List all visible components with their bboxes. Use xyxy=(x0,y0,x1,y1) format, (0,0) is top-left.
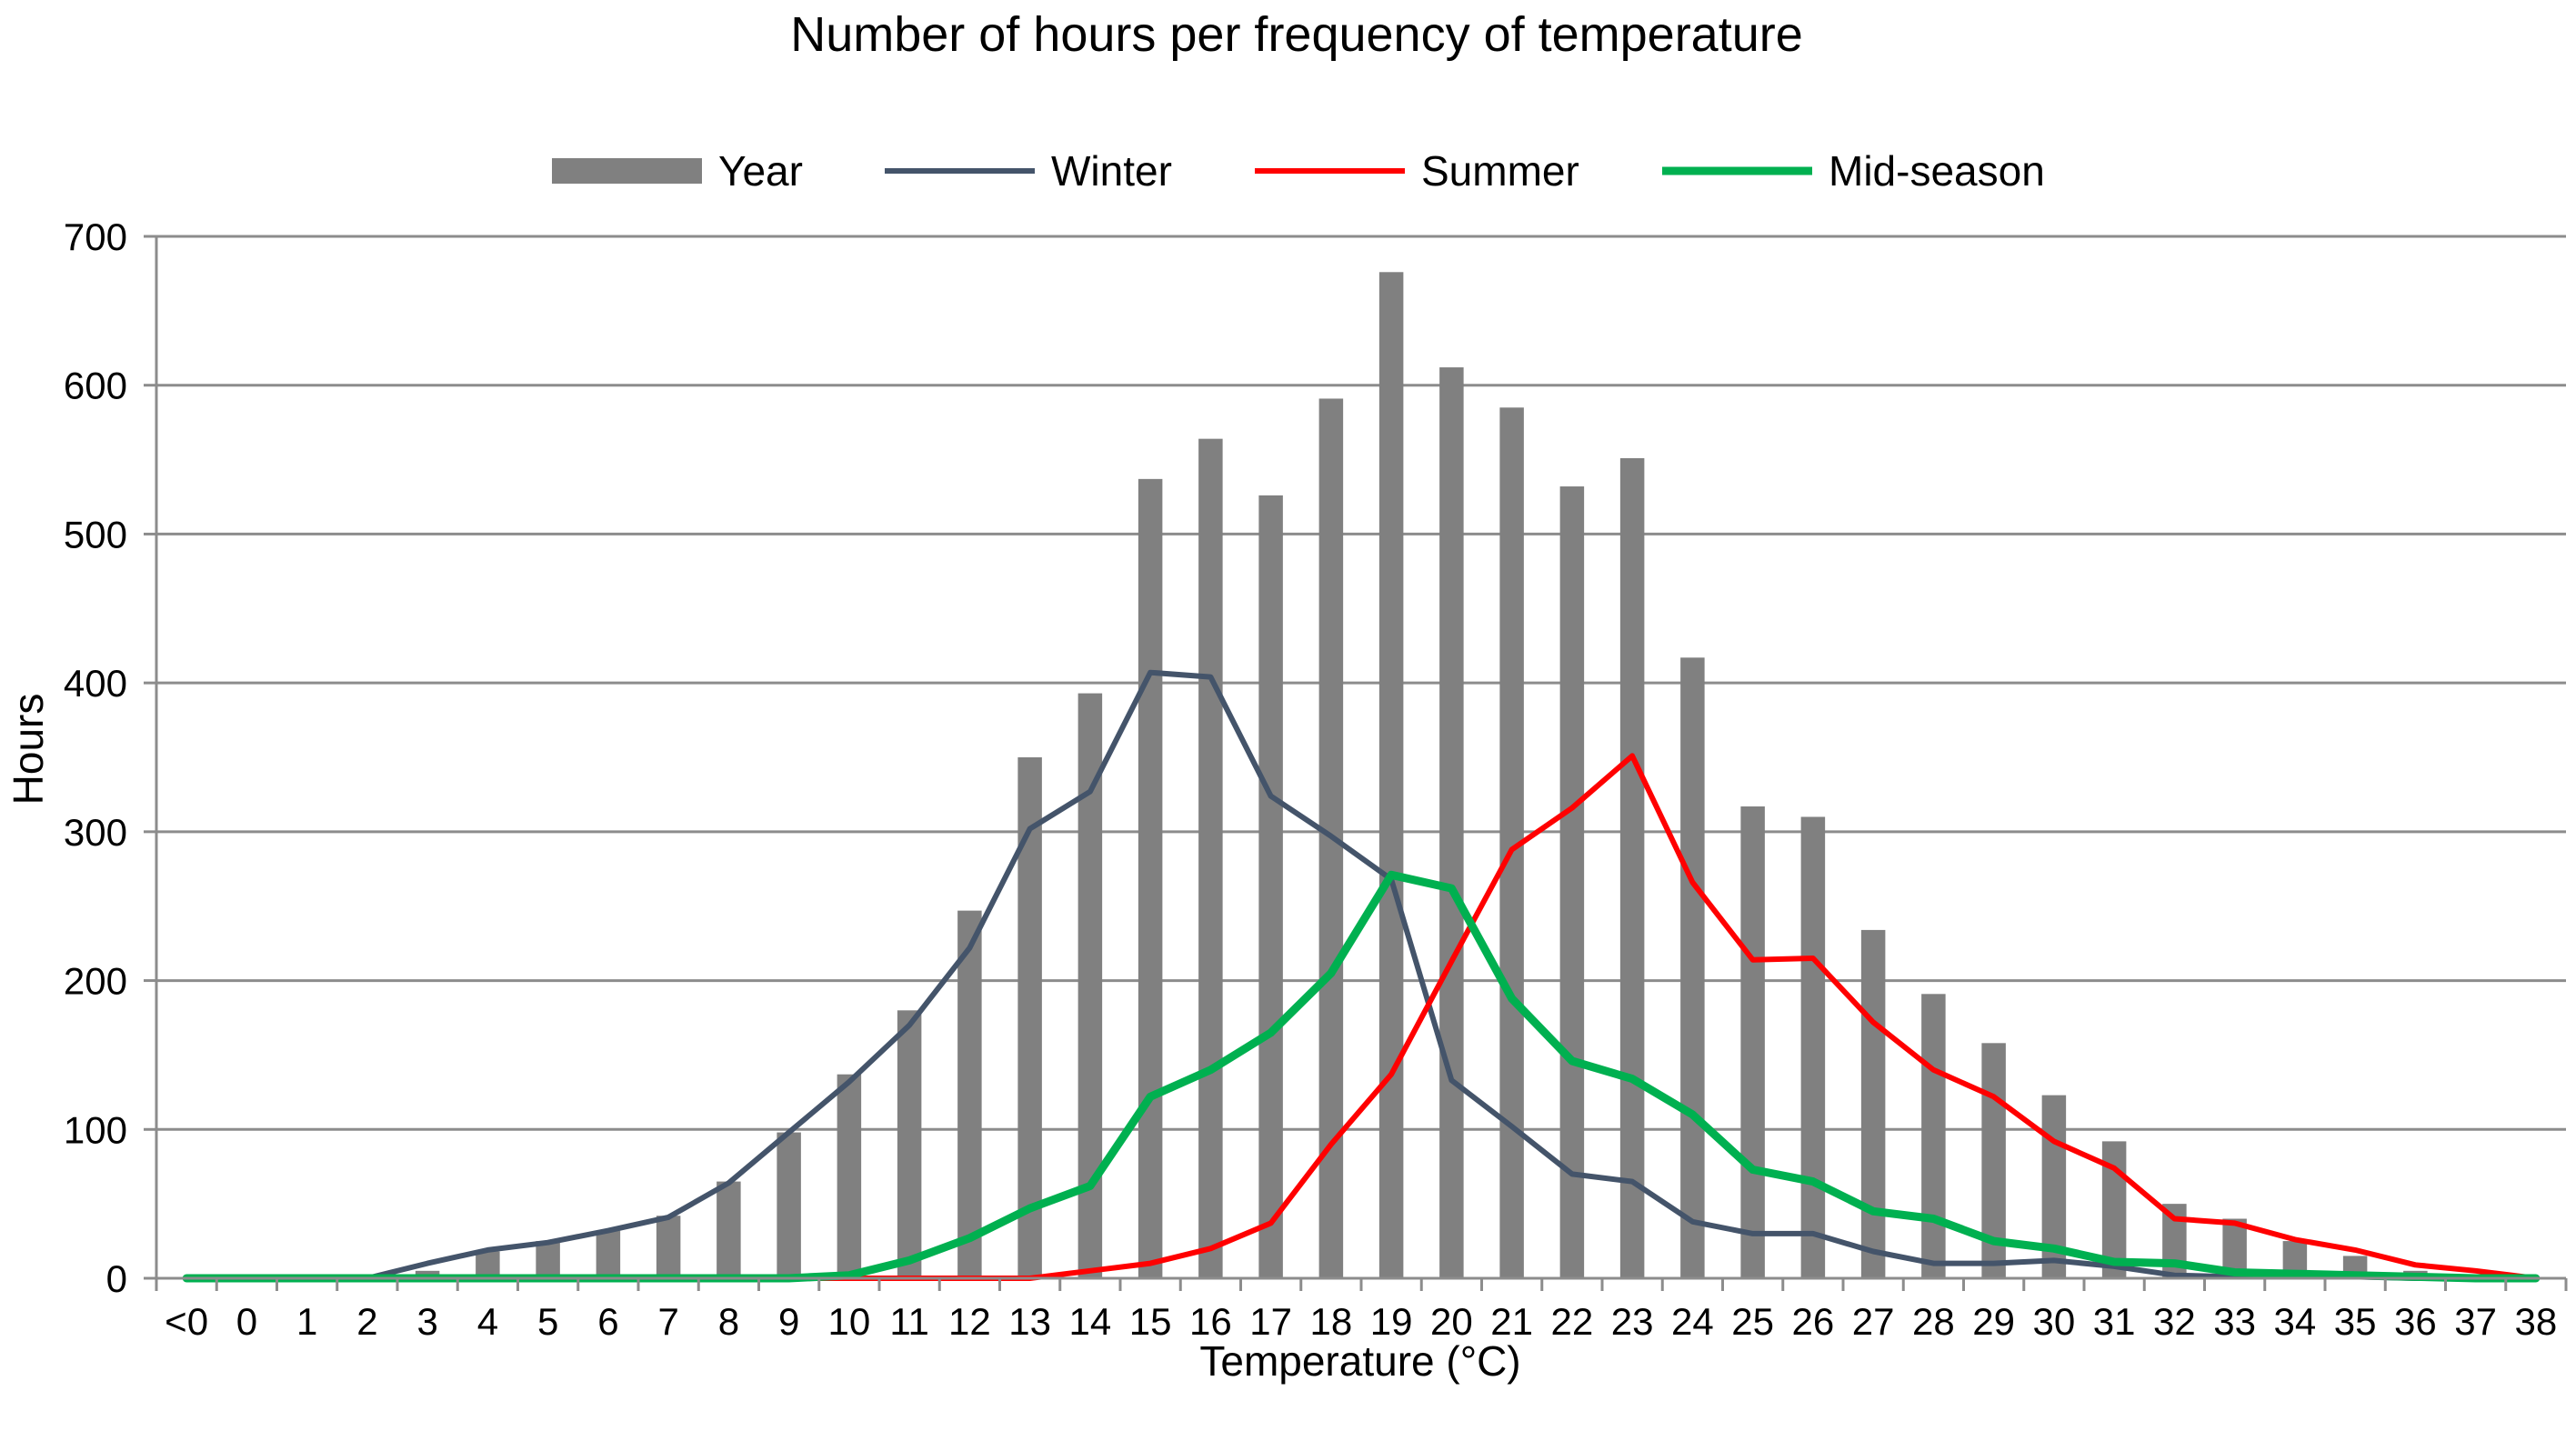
bar-series-year xyxy=(415,272,2488,1278)
y-tick-label: 600 xyxy=(64,365,127,407)
bar-year xyxy=(476,1251,500,1278)
x-tick-label: 16 xyxy=(1189,1300,1232,1343)
x-tick-label: 12 xyxy=(948,1300,991,1343)
bar-year xyxy=(957,910,982,1278)
legend-swatch xyxy=(552,158,702,184)
bar-year xyxy=(1860,929,1886,1278)
bar-year xyxy=(656,1216,681,1278)
x-tick-label: 8 xyxy=(718,1300,739,1343)
x-tick-label: 3 xyxy=(416,1300,437,1343)
x-tick-label: 38 xyxy=(2515,1300,2558,1343)
bar-year xyxy=(777,1132,801,1278)
bar-year xyxy=(1800,816,1826,1278)
x-tick-label: 17 xyxy=(1249,1300,1292,1343)
chart-title: Number of hours per frequency of tempera… xyxy=(790,7,1803,62)
x-tick-label: 31 xyxy=(2093,1300,2136,1343)
axes xyxy=(155,236,2566,1280)
line-summer xyxy=(184,753,2539,1281)
x-tick-label: 19 xyxy=(1370,1300,1413,1343)
x-tick-label: 34 xyxy=(2274,1300,2317,1343)
legend-label: Winter xyxy=(1051,147,1172,195)
x-tick-label: 28 xyxy=(1912,1300,1955,1343)
legend-item-year: Year xyxy=(552,147,803,195)
y-axis-ticks: 0 100 200 300 400 500 600 700 xyxy=(64,215,156,1300)
bar-year xyxy=(1740,806,1765,1278)
x-tick-label: 15 xyxy=(1129,1300,1172,1343)
bar-year xyxy=(1439,367,1464,1278)
y-axis-title: Hours xyxy=(5,694,52,806)
bar-year xyxy=(1017,757,1042,1278)
legend-label: Year xyxy=(718,147,803,195)
x-tick-label: 6 xyxy=(597,1300,618,1343)
bar-year xyxy=(1680,657,1705,1278)
line-winter xyxy=(184,669,2539,1281)
legend-label: Summer xyxy=(1421,147,1579,195)
bar-year xyxy=(717,1181,741,1278)
x-tick-label: 7 xyxy=(657,1300,678,1343)
x-tick-label: 9 xyxy=(778,1300,799,1343)
y-tick-label: 100 xyxy=(64,1108,127,1151)
x-tick-label: <0 xyxy=(165,1300,208,1343)
bar-year xyxy=(1138,478,1163,1278)
x-tick-label: 26 xyxy=(1792,1300,1835,1343)
x-tick-label: 22 xyxy=(1551,1300,1594,1343)
x-tick-label: 10 xyxy=(828,1300,871,1343)
legend-item-summer: Summer xyxy=(1255,147,1579,195)
x-tick-label: 23 xyxy=(1611,1300,1654,1343)
y-tick-label: 300 xyxy=(64,811,127,854)
bar-year xyxy=(897,1010,922,1278)
x-tick-label: 18 xyxy=(1310,1300,1353,1343)
x-tick-label: 35 xyxy=(2334,1300,2377,1343)
x-tick-label: 30 xyxy=(2033,1300,2076,1343)
bar-year xyxy=(1921,994,1946,1278)
bar-year xyxy=(1619,457,1645,1278)
x-tick-label: 32 xyxy=(2153,1300,2196,1343)
x-axis-ticks: <0 0 1 2 3 4 5 6 7 8 9 10 11 12 13 14 15 16 17 18 19 20 21 22 23… xyxy=(155,1278,2568,1343)
x-tick-label: 1 xyxy=(296,1300,317,1343)
y-tick-label: 400 xyxy=(64,662,127,705)
bar-year xyxy=(596,1230,621,1278)
bar-year xyxy=(1258,495,1283,1278)
y-tick-label: 500 xyxy=(64,513,127,555)
x-tick-label: 27 xyxy=(1852,1300,1895,1343)
x-tick-label: 2 xyxy=(356,1300,377,1343)
bar-year xyxy=(837,1074,862,1278)
y-tick-label: 0 xyxy=(106,1257,127,1300)
x-tick-label: 5 xyxy=(537,1300,558,1343)
x-tick-label: 14 xyxy=(1069,1300,1112,1343)
chart-legend: Year Winter Summer Mid-season xyxy=(552,147,2045,195)
x-tick-label: 20 xyxy=(1430,1300,1473,1343)
x-tick-label: 24 xyxy=(1671,1300,1714,1343)
legend-item-winter: Winter xyxy=(885,147,1172,195)
x-tick-label: 0 xyxy=(236,1300,257,1343)
x-tick-label: 4 xyxy=(477,1300,498,1343)
bar-year xyxy=(1378,272,1404,1278)
legend-item-mid-season: Mid-season xyxy=(1662,147,2045,195)
gridlines xyxy=(156,235,2566,1131)
x-tick-label: 29 xyxy=(1972,1300,2015,1343)
bar-year xyxy=(1559,486,1585,1278)
x-tick-label: 11 xyxy=(889,1300,929,1343)
x-tick-label: 33 xyxy=(2213,1300,2256,1343)
line-series xyxy=(182,669,2541,1283)
x-tick-label: 25 xyxy=(1731,1300,1774,1343)
bar-year xyxy=(1198,438,1223,1278)
y-tick-label: 200 xyxy=(64,960,127,1003)
x-tick-label: 37 xyxy=(2454,1300,2497,1343)
x-tick-label: 21 xyxy=(1490,1300,1533,1343)
x-tick-label: 36 xyxy=(2394,1300,2437,1343)
bar-year xyxy=(536,1241,560,1278)
y-tick-label: 700 xyxy=(64,215,127,258)
legend-label: Mid-season xyxy=(1829,147,2045,195)
x-tick-label: 13 xyxy=(1008,1300,1051,1343)
x-axis-title: Temperature (°C) xyxy=(1199,1337,1520,1385)
